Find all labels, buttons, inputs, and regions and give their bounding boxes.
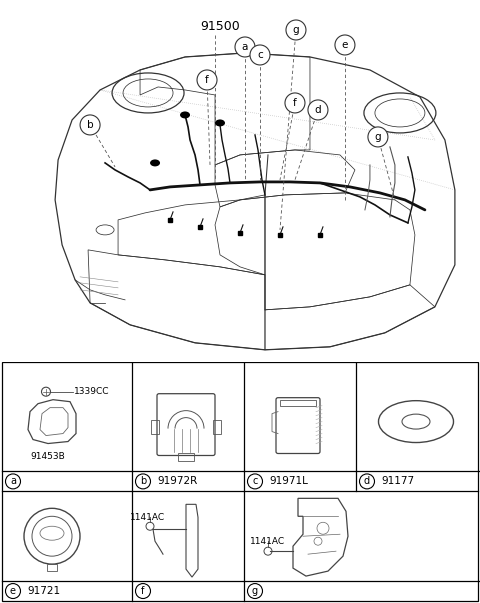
Ellipse shape: [150, 159, 160, 166]
Text: b: b: [87, 120, 94, 130]
Text: a: a: [242, 42, 248, 52]
Text: 1141AC: 1141AC: [130, 513, 165, 522]
Text: g: g: [252, 586, 258, 596]
Text: f: f: [141, 586, 144, 596]
Text: f: f: [205, 75, 209, 85]
Bar: [151, 420, 159, 434]
Circle shape: [248, 474, 263, 489]
Text: 91721: 91721: [27, 586, 60, 596]
Bar: [280, 400, 316, 406]
Text: 91972R: 91972R: [157, 476, 197, 487]
Ellipse shape: [180, 112, 190, 118]
Bar: [178, 453, 194, 461]
Text: g: g: [293, 25, 300, 35]
Circle shape: [285, 93, 305, 113]
Circle shape: [286, 20, 306, 40]
Circle shape: [308, 100, 328, 120]
Circle shape: [5, 584, 21, 599]
Circle shape: [197, 70, 217, 90]
Circle shape: [135, 584, 151, 599]
Bar: [213, 420, 221, 434]
Circle shape: [368, 127, 388, 147]
Bar: [47, 564, 57, 571]
Circle shape: [250, 45, 270, 65]
Text: 91453B: 91453B: [30, 452, 65, 461]
Text: 91177: 91177: [381, 476, 414, 487]
Text: e: e: [342, 40, 348, 50]
Text: 91500: 91500: [200, 21, 240, 34]
Ellipse shape: [215, 119, 225, 127]
Circle shape: [80, 115, 100, 135]
Text: 1141AC: 1141AC: [250, 537, 285, 546]
Text: c: c: [257, 50, 263, 60]
Circle shape: [135, 474, 151, 489]
Circle shape: [248, 584, 263, 599]
Circle shape: [235, 37, 255, 57]
Text: c: c: [252, 476, 258, 487]
Text: d: d: [315, 105, 321, 115]
Text: a: a: [10, 476, 16, 487]
Circle shape: [335, 35, 355, 55]
Text: e: e: [10, 586, 16, 596]
Text: 1339CC: 1339CC: [74, 387, 109, 396]
Text: f: f: [293, 98, 297, 108]
Text: g: g: [374, 132, 381, 142]
Circle shape: [5, 474, 21, 489]
Text: 91971L: 91971L: [269, 476, 308, 487]
Text: b: b: [140, 476, 146, 487]
Text: d: d: [364, 476, 370, 487]
Circle shape: [360, 474, 374, 489]
